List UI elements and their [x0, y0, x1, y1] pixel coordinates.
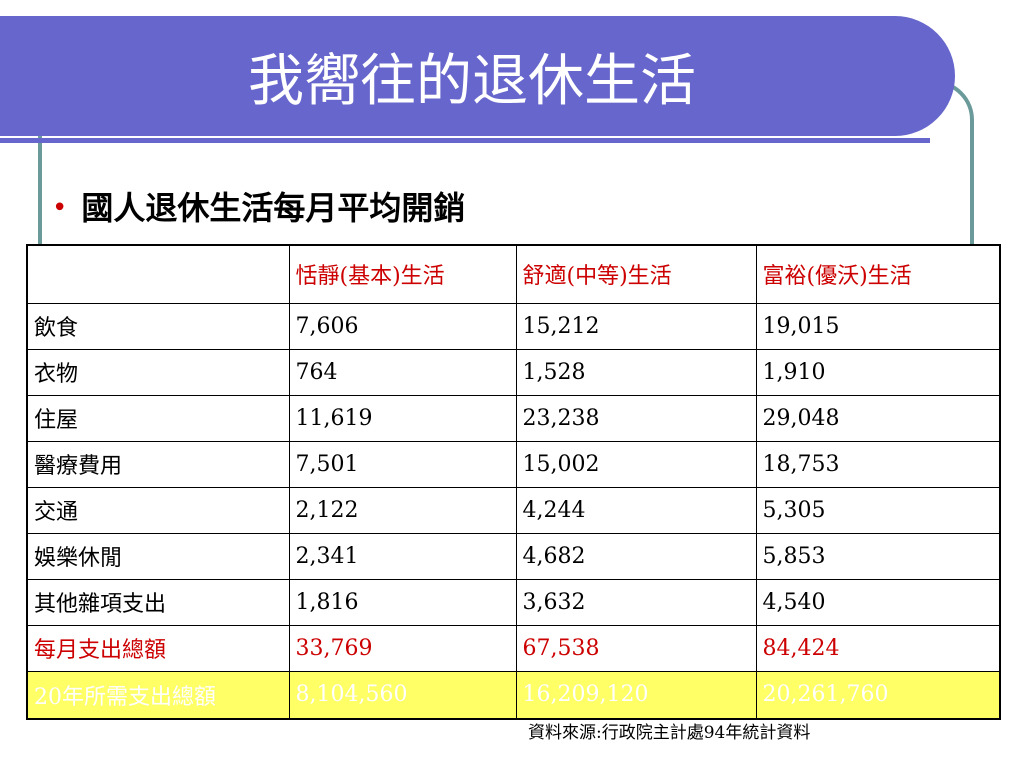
cell-value: 8,104,560 [288, 670, 517, 720]
cell-value: 1,816 [288, 578, 517, 626]
cell-value: 4,682 [515, 532, 757, 580]
cell-value: 5,305 [755, 486, 1001, 534]
cell-value: 5,853 [755, 532, 1001, 580]
table-header-row: 恬靜(基本)生活 舒適(中等)生活 富裕(優沃)生活 [26, 244, 1001, 304]
source-note: 資料來源:行政院主計處94年統計資料 [528, 723, 811, 743]
cell-value: 1,910 [755, 348, 1001, 396]
cell-value: 1,528 [515, 348, 757, 396]
cell-value: 67,538 [515, 624, 757, 672]
cell-value: 2,341 [288, 532, 517, 580]
header-comfortable-life: 舒適(中等)生活 [515, 244, 757, 304]
cell-value: 23,238 [515, 394, 757, 442]
cell-value: 764 [288, 348, 517, 396]
cell-value: 16,209,120 [515, 670, 757, 720]
table-row: 交通 2,122 4,244 5,305 [26, 486, 1001, 534]
row-label: 衣物 [26, 348, 290, 396]
cell-value: 7,501 [288, 440, 517, 488]
table-row: 衣物 764 1,528 1,910 [26, 348, 1001, 396]
row-label: 醫療費用 [26, 440, 290, 488]
cell-value: 19,015 [755, 302, 1001, 350]
cell-value: 11,619 [288, 394, 517, 442]
table-row: 其他雜項支出 1,816 3,632 4,540 [26, 578, 1001, 626]
title-banner [0, 16, 955, 136]
row-label: 其他雜項支出 [26, 578, 290, 626]
table-row: 飲食 7,606 15,212 19,015 [26, 302, 1001, 350]
cell-value: 4,540 [755, 578, 1001, 626]
cell-value: 4,244 [515, 486, 757, 534]
row-label: 娛樂休閒 [26, 532, 290, 580]
slide-title: 我嚮往的退休生活 [248, 49, 696, 114]
cell-value: 84,424 [755, 624, 1001, 672]
row-label: 每月支出總額 [26, 624, 290, 672]
header-wealthy-life: 富裕(優沃)生活 [755, 244, 1001, 304]
cell-value: 20,261,760 [755, 670, 1001, 720]
bullet-text: 國人退休生活每月平均開銷 [81, 189, 466, 227]
cell-value: 29,048 [755, 394, 1001, 442]
table-row: 娛樂休閒 2,341 4,682 5,853 [26, 532, 1001, 580]
table-row: 醫療費用 7,501 15,002 18,753 [26, 440, 1001, 488]
row-label: 住屋 [26, 394, 290, 442]
cell-value: 2,122 [288, 486, 517, 534]
header-empty-cell [26, 244, 290, 304]
cell-value: 33,769 [288, 624, 517, 672]
bullet-dot-icon: • [52, 193, 68, 223]
monthly-total-row: 每月支出總額 33,769 67,538 84,424 [26, 624, 1001, 672]
cell-value: 18,753 [755, 440, 1001, 488]
row-label: 交通 [26, 486, 290, 534]
header-basic-life: 恬靜(基本)生活 [288, 244, 517, 304]
twenty-year-total-row: 20年所需支出總額 8,104,560 16,209,120 20,261,76… [26, 670, 1001, 720]
expense-table: 恬靜(基本)生活 舒適(中等)生活 富裕(優沃)生活 飲食 7,606 15,2… [26, 244, 1001, 720]
table-row: 住屋 11,619 23,238 29,048 [26, 394, 1001, 442]
cell-value: 3,632 [515, 578, 757, 626]
cell-value: 7,606 [288, 302, 517, 350]
cell-value: 15,212 [515, 302, 757, 350]
cell-value: 15,002 [515, 440, 757, 488]
title-underline [0, 138, 930, 143]
bullet-point: • 國人退休生活每月平均開銷 [52, 186, 465, 230]
row-label: 20年所需支出總額 [26, 670, 290, 720]
row-label: 飲食 [26, 302, 290, 350]
